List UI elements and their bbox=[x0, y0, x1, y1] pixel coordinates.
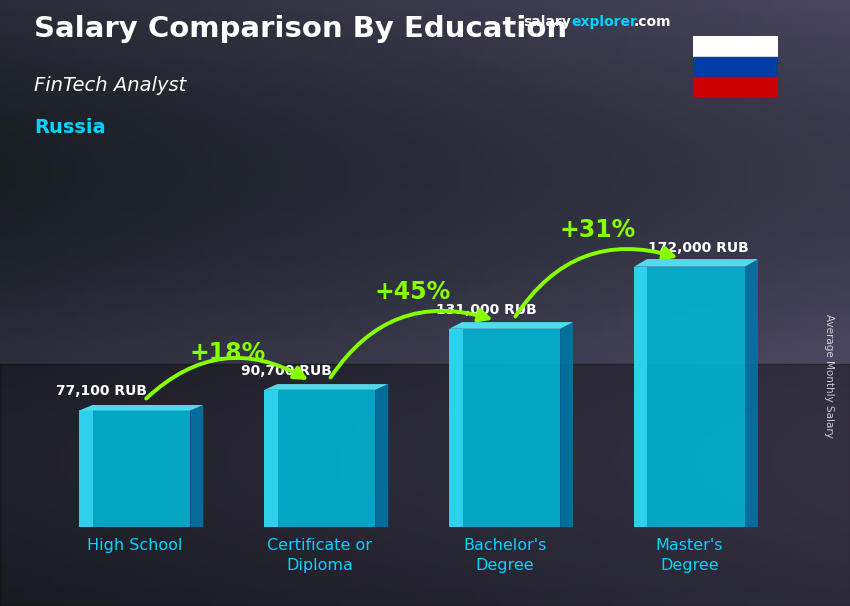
Text: +18%: +18% bbox=[190, 341, 265, 365]
Polygon shape bbox=[375, 384, 388, 527]
Text: 77,100 RUB: 77,100 RUB bbox=[56, 384, 147, 398]
Polygon shape bbox=[264, 390, 375, 527]
Polygon shape bbox=[634, 267, 745, 527]
Text: +45%: +45% bbox=[374, 280, 450, 304]
Polygon shape bbox=[449, 328, 462, 527]
Bar bbox=[693, 77, 778, 97]
Text: 90,700 RUB: 90,700 RUB bbox=[241, 364, 332, 378]
Polygon shape bbox=[634, 267, 648, 527]
Polygon shape bbox=[79, 410, 93, 527]
Polygon shape bbox=[264, 384, 388, 390]
Polygon shape bbox=[79, 405, 203, 410]
Text: +31%: +31% bbox=[559, 218, 635, 242]
Text: Russia: Russia bbox=[34, 118, 105, 137]
Bar bbox=[693, 56, 778, 77]
Text: explorer: explorer bbox=[571, 15, 638, 29]
Polygon shape bbox=[745, 259, 758, 527]
Polygon shape bbox=[79, 410, 190, 527]
Text: .com: .com bbox=[633, 15, 671, 29]
Polygon shape bbox=[264, 390, 278, 527]
Text: Average Monthly Salary: Average Monthly Salary bbox=[824, 314, 834, 438]
Polygon shape bbox=[449, 322, 573, 328]
Text: Salary Comparison By Education: Salary Comparison By Education bbox=[34, 15, 567, 43]
Text: FinTech Analyst: FinTech Analyst bbox=[34, 76, 186, 95]
Text: 131,000 RUB: 131,000 RUB bbox=[436, 302, 536, 316]
Bar bbox=[693, 36, 778, 56]
Polygon shape bbox=[449, 328, 560, 527]
Text: salary: salary bbox=[523, 15, 570, 29]
Text: 172,000 RUB: 172,000 RUB bbox=[649, 241, 749, 255]
Polygon shape bbox=[560, 322, 573, 527]
Polygon shape bbox=[634, 259, 758, 267]
Polygon shape bbox=[190, 405, 203, 527]
